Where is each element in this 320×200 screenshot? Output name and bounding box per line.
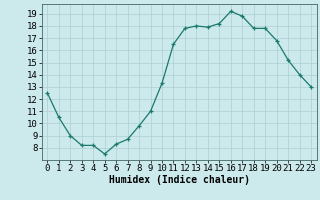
X-axis label: Humidex (Indice chaleur): Humidex (Indice chaleur) (109, 175, 250, 185)
